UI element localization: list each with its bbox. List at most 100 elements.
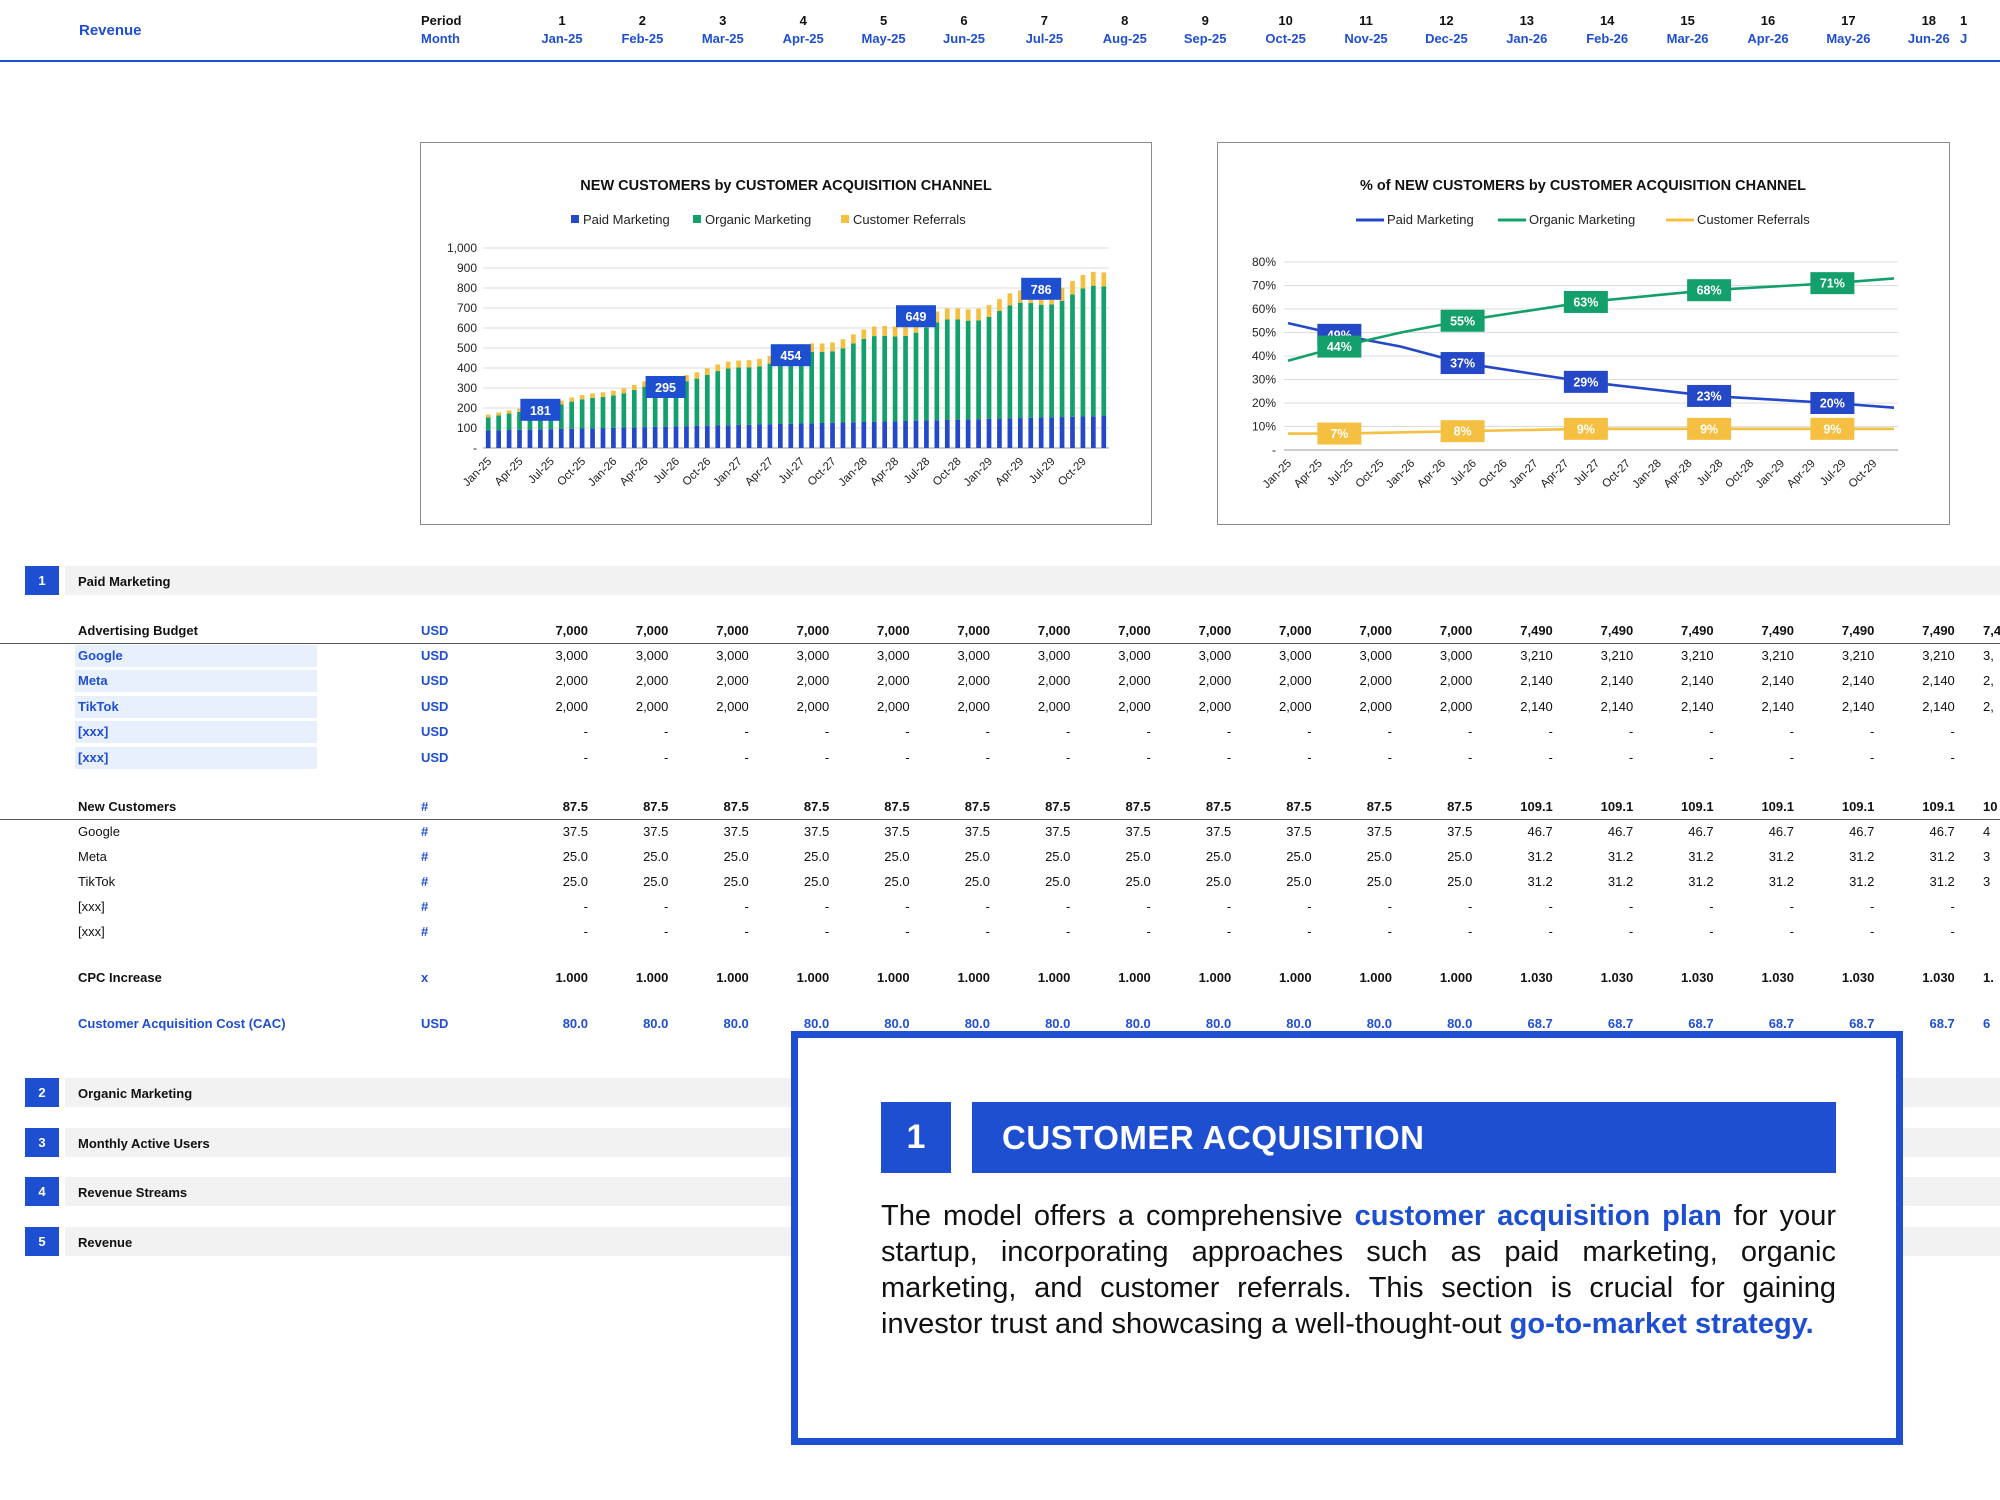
table-cell[interactable]: - [744,750,749,765]
table-cell[interactable]: - [1548,724,1553,739]
table-cell[interactable]: 3,000 [1439,648,1473,663]
table-cell[interactable]: 2,140 [1600,673,1634,688]
table-cell[interactable]: 7,000 [1037,623,1071,638]
table-cell[interactable]: 31.2 [1607,874,1634,889]
table-cell[interactable]: - [1066,724,1071,739]
table-cell[interactable]: 3,210 [1600,648,1634,663]
table-cell-overflow[interactable]: 3, [1983,648,1994,663]
table-cell[interactable]: 25.0 [1286,849,1312,864]
table-cell[interactable]: - [1468,899,1473,914]
table-cell[interactable]: 80.0 [1045,1016,1071,1031]
table-cell-overflow[interactable]: 2, [1983,673,1994,688]
table-cell[interactable]: - [905,724,910,739]
table-cell[interactable]: - [664,899,669,914]
table-cell[interactable]: 80.0 [643,1016,669,1031]
table-cell[interactable]: - [583,724,588,739]
table-cell[interactable]: 7,490 [1681,623,1714,638]
table-cell[interactable]: - [1789,899,1794,914]
table-cell[interactable]: 2,000 [1118,673,1151,688]
table-cell[interactable]: 2,000 [555,699,588,714]
table-cell[interactable]: 3,000 [877,648,910,663]
table-cell[interactable]: 1.000 [1037,970,1071,985]
table-cell[interactable]: 37.5 [1125,824,1151,839]
table-cell[interactable]: 25.0 [884,849,910,864]
table-cell[interactable]: - [1226,924,1232,939]
table-cell[interactable]: 37.5 [1045,824,1071,839]
table-cell[interactable]: - [1066,750,1071,765]
table-cell[interactable]: 31.2 [1929,874,1955,889]
table-cell[interactable]: - [1146,750,1151,765]
table-cell[interactable]: 87.5 [1045,799,1071,814]
table-cell[interactable]: 68.7 [1527,1016,1553,1031]
table-cell[interactable]: 25.0 [1125,874,1151,889]
table-cell[interactable]: 2,140 [1922,699,1955,714]
table-cell[interactable]: 25.0 [723,874,749,889]
table-cell[interactable]: 1.000 [635,970,669,985]
table-cell[interactable]: - [824,899,830,914]
table-cell[interactable]: - [1628,924,1634,939]
table-cell[interactable]: 31.2 [1527,874,1553,889]
table-cell[interactable]: 2,000 [555,673,588,688]
table-cell[interactable]: - [1226,750,1232,765]
table-cell[interactable]: 87.5 [1205,799,1232,814]
table-cell[interactable]: 87.5 [562,799,588,814]
table-cell-overflow[interactable]: 7,4 [1983,623,2000,638]
table-cell[interactable]: 2,140 [1761,699,1794,714]
table-cell[interactable]: 37.5 [643,824,669,839]
table-cell[interactable]: 87.5 [643,799,669,814]
table-cell[interactable]: 2,140 [1520,699,1553,714]
table-cell[interactable]: 3,210 [1922,648,1955,663]
table-cell[interactable]: 1.000 [1359,970,1392,985]
table-cell[interactable]: 2,000 [716,699,749,714]
table-cell[interactable]: 25.0 [1447,849,1473,864]
table-cell[interactable]: 25.0 [1366,849,1392,864]
table-cell[interactable]: - [1548,924,1553,939]
table-cell[interactable]: 80.0 [964,1016,990,1031]
section-paid-marketing[interactable]: 1 Paid Marketing [25,566,2000,595]
table-cell[interactable]: 2,000 [1198,699,1232,714]
table-cell[interactable]: 1.030 [1520,970,1553,985]
table-cell[interactable]: - [664,724,669,739]
table-cell[interactable]: 1.000 [716,970,749,985]
table-cell[interactable]: 46.7 [1527,824,1553,839]
table-cell[interactable]: 1.000 [1198,970,1232,985]
table-cell[interactable]: 1.000 [796,970,830,985]
table-cell[interactable]: 37.5 [562,824,588,839]
table-cell[interactable]: - [1950,924,1955,939]
table-cell[interactable]: 3,210 [1761,648,1794,663]
table-cell[interactable]: - [905,924,910,939]
table-cell[interactable]: - [1307,750,1312,765]
table-cell[interactable]: 7,000 [635,623,669,638]
table-cell[interactable]: 37.5 [1286,824,1312,839]
table-cell[interactable]: 25.0 [803,874,830,889]
table-cell[interactable]: 87.5 [723,799,749,814]
table-cell[interactable]: 7,000 [1439,623,1473,638]
table-cell[interactable]: - [1709,924,1714,939]
table-cell[interactable]: 7,490 [1841,623,1875,638]
table-cell[interactable]: 7,000 [877,623,910,638]
table-cell[interactable]: 46.7 [1607,824,1634,839]
table-cell[interactable]: 87.5 [1125,799,1151,814]
table-cell[interactable]: - [1468,724,1473,739]
table-cell[interactable]: 7,000 [555,623,588,638]
table-cell[interactable]: 109.1 [1520,799,1553,814]
table-cell[interactable]: 46.7 [1849,824,1875,839]
table-cell[interactable]: - [905,899,910,914]
table-cell-overflow[interactable]: 6 [1983,1016,1991,1031]
table-cell[interactable]: 3,210 [1841,648,1875,663]
table-cell[interactable]: - [1387,724,1392,739]
table-cell[interactable]: 46.7 [1688,824,1714,839]
table-cell[interactable]: 2,000 [877,673,910,688]
table-cell[interactable]: 37.5 [1366,824,1392,839]
table-cell[interactable]: 25.0 [643,874,669,889]
table-cell[interactable]: 25.0 [562,849,588,864]
table-cell[interactable]: - [985,924,990,939]
table-cell[interactable]: 25.0 [1205,874,1232,889]
table-cell[interactable]: 37.5 [1205,824,1232,839]
table-cell[interactable]: 25.0 [964,849,990,864]
table-cell[interactable]: 25.0 [643,849,669,864]
table-cell[interactable]: - [1548,750,1553,765]
table-cell[interactable]: 80.0 [723,1016,749,1031]
table-cell[interactable]: 2,000 [796,699,830,714]
table-cell[interactable]: 1.030 [1841,970,1875,985]
